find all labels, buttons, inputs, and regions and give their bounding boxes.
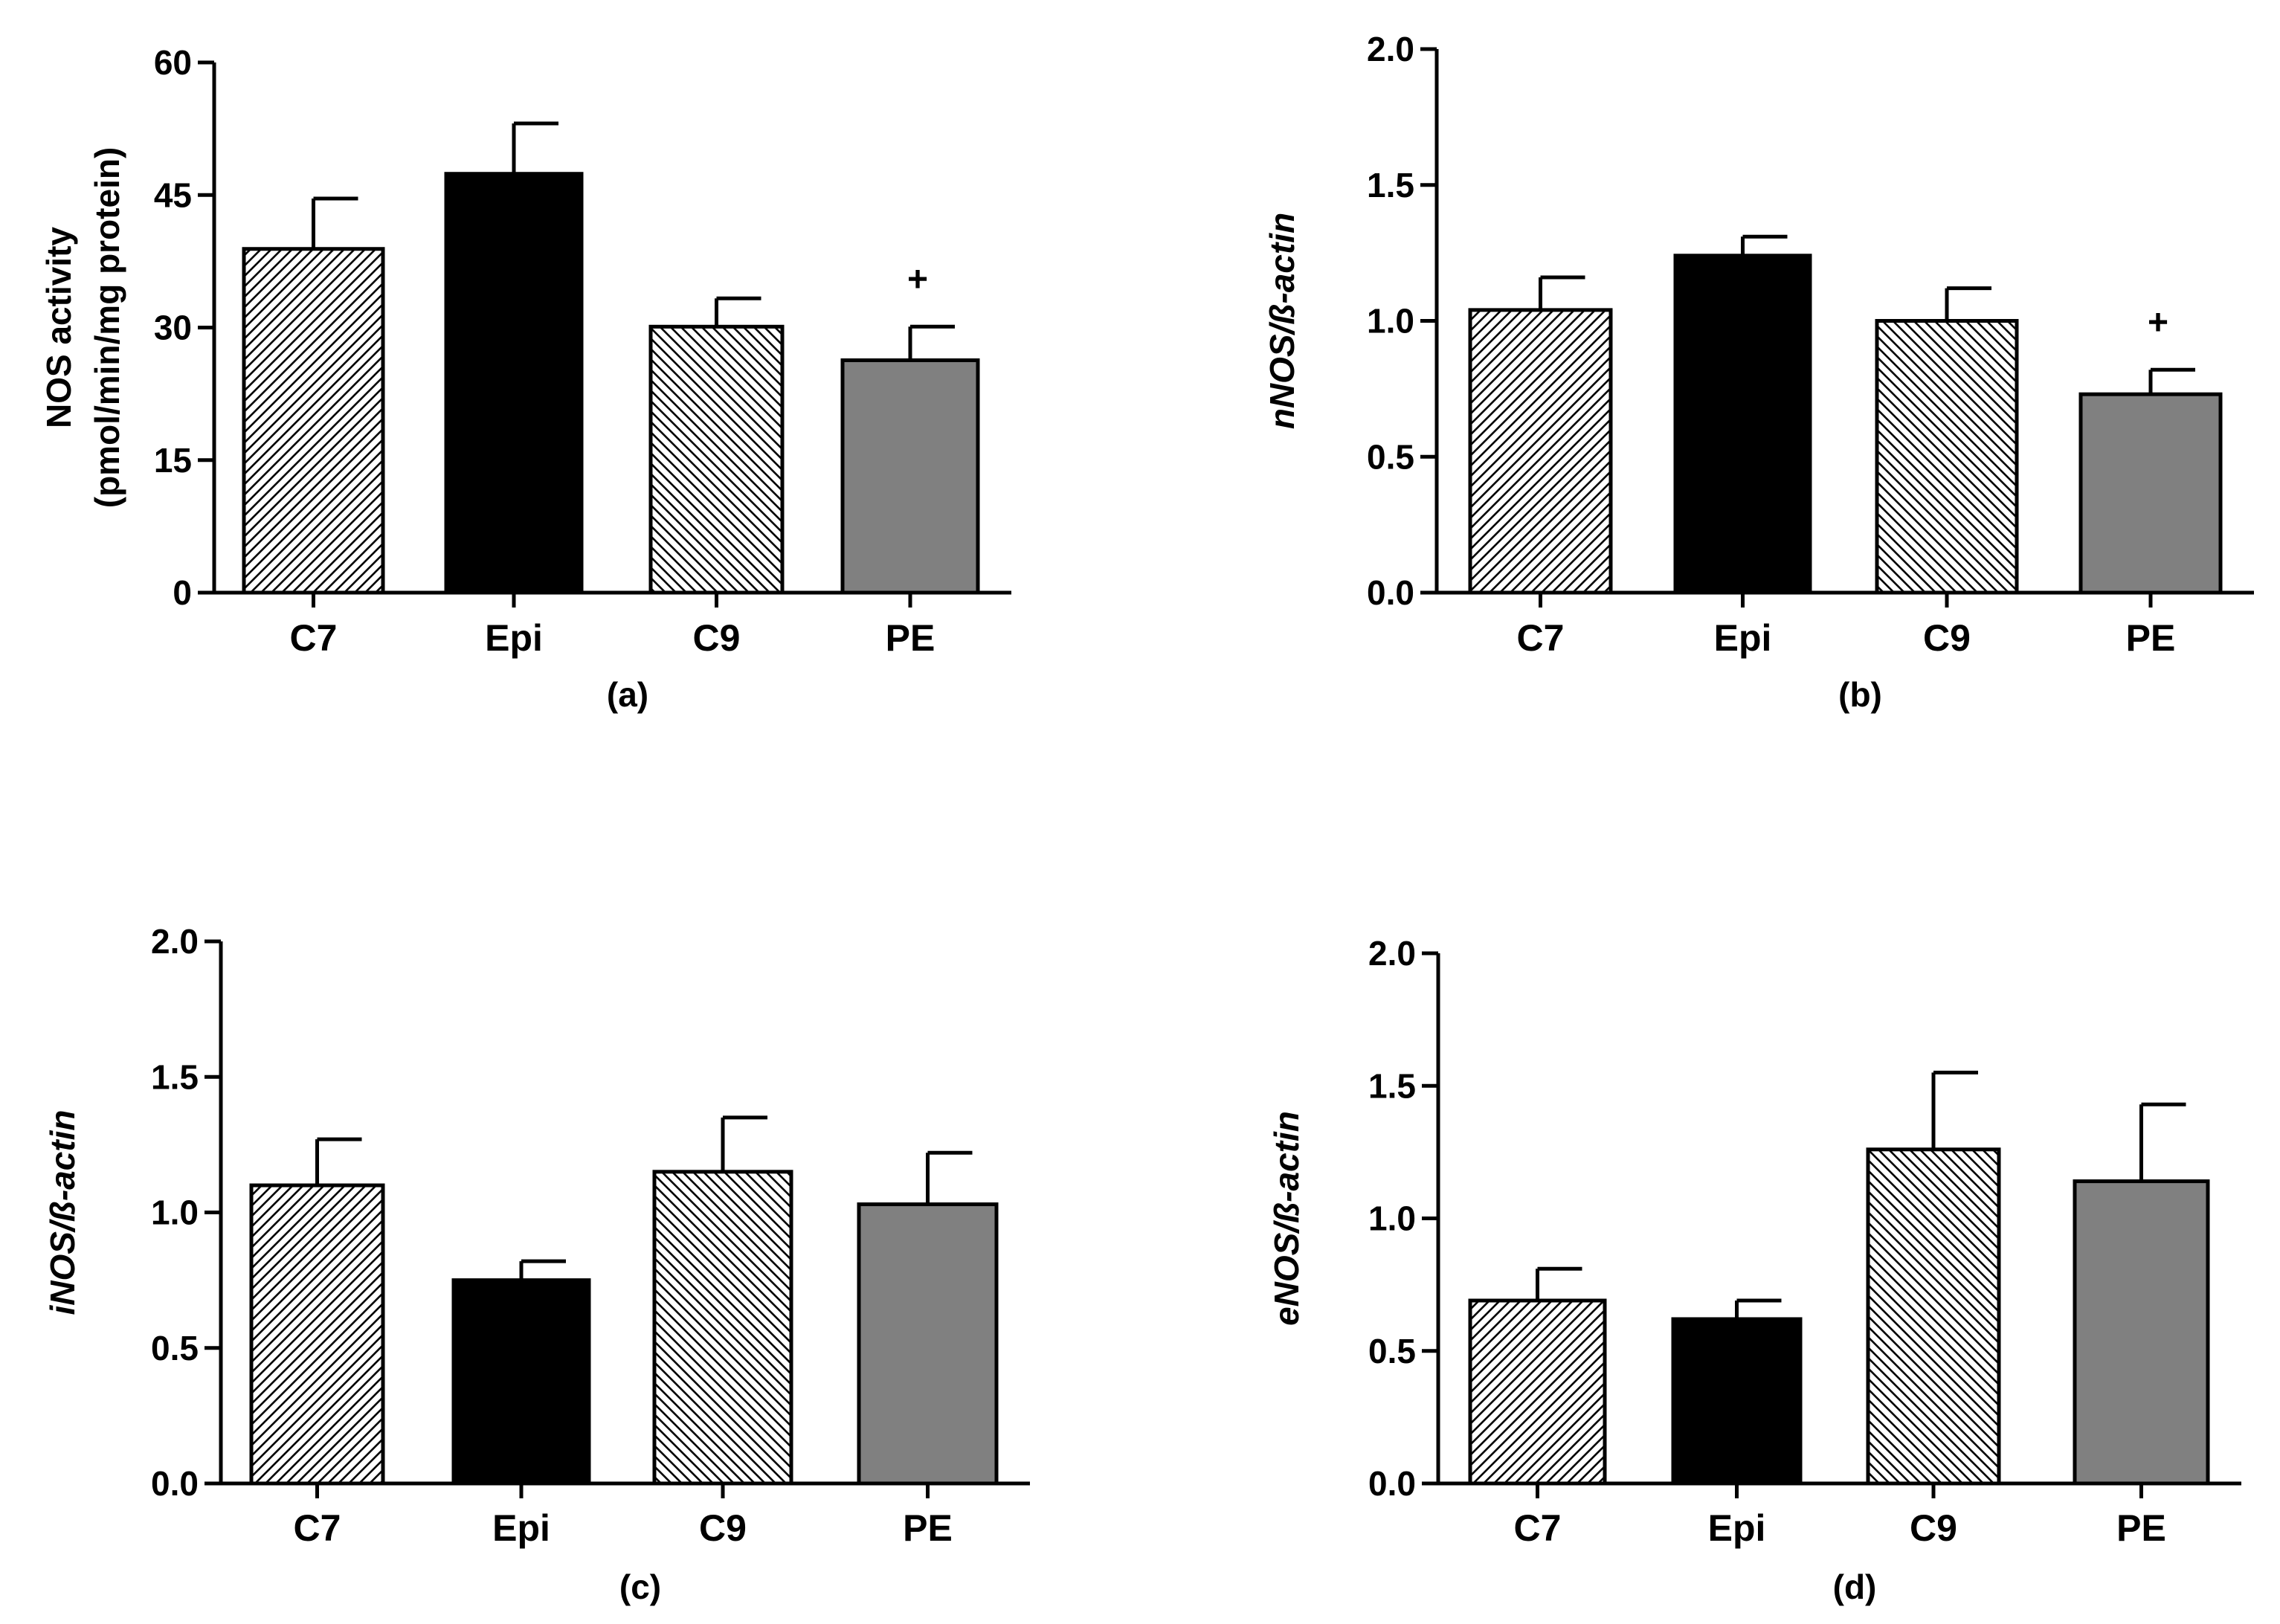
bar-epi: [1671, 1317, 1803, 1486]
chart-panel: 0.0 0.5 1.0 1.5 2.0 C7 Epi C9 PE eNOS/ß-actin (d): [1267, 934, 2241, 1606]
y-tick-label: 60: [154, 43, 192, 82]
y-axis-label: eNOS/ß-actin: [1267, 1111, 1306, 1326]
category-label: PE: [903, 1507, 953, 1549]
bar-c9: [648, 324, 785, 595]
category-label: Epi: [1708, 1507, 1766, 1549]
significance-marker: +: [907, 260, 928, 299]
y-tick-label: 45: [154, 175, 192, 214]
bar-c7: [1468, 308, 1613, 595]
y-tick-label: 0.5: [1368, 1332, 1416, 1370]
bar-c9: [1875, 319, 2019, 595]
y-tick-label: 2.0: [151, 922, 199, 961]
bar-epi: [1673, 254, 1812, 595]
y-tick-label: 15: [154, 441, 192, 480]
category-label: Epi: [1714, 617, 1772, 659]
y-axis-label: NOS activity: [39, 227, 78, 428]
y-tick-label: 1.5: [1368, 1066, 1416, 1105]
y-axis-label: iNOS/ß-actin: [43, 1109, 82, 1315]
bar-pe: [2073, 1179, 2210, 1486]
y-tick-label: 30: [154, 309, 192, 347]
category-label: PE: [886, 617, 935, 659]
panel-label: (d): [1833, 1567, 1877, 1606]
category-label: Epi: [492, 1507, 550, 1549]
chart-panel: 0 15 30 45 60 C7 Epi C9 PE + NOS activity (pmol/min…: [39, 43, 1011, 714]
category-label: C7: [290, 617, 338, 659]
y-tick-label: 1.5: [1367, 166, 1414, 204]
y-tick-label: 1.0: [1368, 1199, 1416, 1238]
category-label: C7: [1514, 1507, 1562, 1549]
chart-panel: 0.0 0.5 1.0 1.5 2.0 C7 Epi C9 PE + nNOS/ß-actin (b): [1263, 30, 2254, 714]
bar-pe: [857, 1202, 999, 1486]
category-label: C9: [1923, 617, 1971, 659]
y-tick-label: 0.0: [1368, 1464, 1416, 1503]
category-label: C9: [1910, 1507, 1957, 1549]
bar-c7: [242, 247, 385, 595]
bar-c7: [249, 1183, 385, 1486]
y-tick-label: 1.5: [151, 1057, 199, 1096]
y-tick-label: 2.0: [1367, 30, 1414, 68]
y-tick-label: 0.0: [151, 1464, 199, 1503]
y-tick-label: 1.0: [1367, 302, 1414, 341]
bar-epi: [444, 172, 584, 595]
panel-label: (c): [619, 1567, 661, 1606]
bar-c9: [652, 1170, 793, 1486]
significance-marker: +: [2148, 303, 2168, 342]
bar-c9: [1866, 1147, 2001, 1486]
bar-epi: [451, 1278, 591, 1486]
category-label: PE: [2126, 617, 2176, 659]
category-label: C9: [693, 617, 741, 659]
panel-label: (a): [607, 675, 648, 714]
y-tick-label: 0.5: [151, 1329, 199, 1367]
y-axis-label: nNOS/ß-actin: [1263, 213, 1301, 429]
bar-c7: [1468, 1298, 1607, 1486]
panel-label: (b): [1838, 675, 1882, 714]
category-label: C7: [294, 1507, 341, 1549]
y-tick-label: 1.0: [151, 1193, 199, 1232]
y-tick-label: 0: [173, 573, 192, 612]
chart-panel: 0.0 0.5 1.0 1.5 2.0 C7 Epi C9 PE iNOS/ß-actin (c): [43, 922, 1030, 1606]
bar-pe: [2078, 392, 2223, 595]
y-tick-label: 0.0: [1367, 573, 1414, 612]
category-label: PE: [2116, 1507, 2166, 1549]
y-axis-label: (pmol/min/mg protein): [88, 147, 126, 509]
y-tick-label: 2.0: [1368, 934, 1416, 973]
y-tick-label: 0.5: [1367, 437, 1414, 476]
category-label: C7: [1517, 617, 1565, 659]
bar-pe: [840, 358, 980, 595]
category-label: Epi: [485, 617, 543, 659]
category-label: C9: [699, 1507, 747, 1549]
